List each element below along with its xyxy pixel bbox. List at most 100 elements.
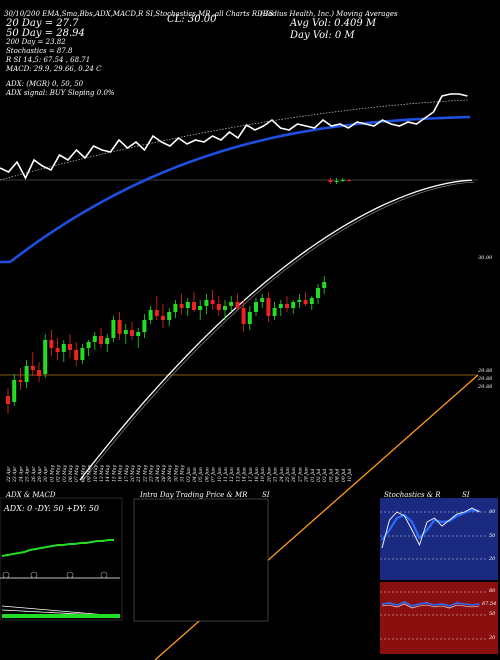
date-label: 26 Jun — [291, 467, 297, 483]
candle-body — [30, 366, 35, 370]
day-vol-label: Day Vol: 0 M — [290, 30, 355, 41]
stoch-tick-50: 50 — [489, 533, 496, 539]
price-label-3: 29.88 — [478, 384, 493, 390]
close-label: CL: 30.00 — [167, 14, 217, 25]
date-label: 13 Jun — [235, 467, 241, 482]
candle-body — [142, 320, 147, 332]
sma200-band — [81, 181, 475, 483]
candle-body — [204, 300, 209, 306]
stoch-d-line — [381, 508, 480, 541]
stoch-k-line — [381, 507, 480, 549]
candle-body — [179, 304, 184, 308]
adx-panel-title: ADX & MACD — [6, 491, 56, 499]
date-label: 14 Jun — [242, 467, 248, 482]
stoch-panel-si: SI — [462, 491, 470, 499]
date-label: 01 Jul — [310, 468, 316, 482]
date-label: 20 Jun — [266, 467, 272, 483]
adx-label: ADX: (MGR) 0, 50, 50 — [6, 80, 84, 88]
date-label: 31 May — [180, 465, 186, 482]
adx-marker — [2, 571, 10, 579]
candle-body — [173, 304, 178, 312]
date-label: 08 May — [80, 465, 86, 482]
date-label: 23 May — [149, 465, 155, 483]
candle-body — [309, 298, 314, 304]
date-label: 10 Jul — [347, 468, 353, 482]
sma200-label: 200 Day = 23.82 — [6, 38, 66, 46]
date-label: 28 Jun — [304, 467, 310, 483]
date-label: 24 Jun — [279, 467, 285, 483]
rsi-tick-current: 67.54 — [482, 601, 497, 607]
candle-body — [285, 304, 289, 308]
candle-body — [136, 332, 141, 336]
date-label: 17 May — [124, 465, 130, 482]
sma20-label: 20 Day = 27.7 — [6, 18, 79, 29]
date-label: 13 May — [99, 465, 105, 482]
candle-body — [37, 370, 41, 376]
date-label: 03 May — [62, 465, 68, 482]
date-label: 06 Jun — [204, 467, 210, 482]
date-label: 05 Jun — [198, 467, 204, 482]
rsi-panel — [380, 582, 498, 654]
date-label: 05 Jul — [328, 468, 334, 482]
date-label: 30 May — [173, 465, 179, 482]
candle-body — [154, 310, 159, 316]
rsi-label: R SI 14,5: 67.54 , 68.71 — [6, 56, 91, 64]
date-label: 22 May — [142, 465, 148, 483]
candle-body — [278, 304, 283, 308]
candle-body — [55, 348, 60, 352]
candle-body — [272, 308, 277, 316]
ema-line — [0, 99, 468, 181]
candle-body — [303, 300, 308, 304]
date-label: 26 Apr — [31, 466, 37, 483]
date-label: 10 May — [93, 465, 99, 482]
date-label: 20 May — [130, 465, 136, 483]
adx-signal-label: ADX signal: BUY Sloping 0.0% — [6, 89, 115, 97]
candle-body — [167, 312, 172, 320]
candle-body — [80, 348, 85, 360]
avg-vol-label: Avg Vol: 0.409 M — [290, 18, 377, 29]
candle-body — [24, 366, 29, 382]
candle-body — [198, 306, 203, 310]
sma50-line — [0, 115, 471, 264]
candle-body — [297, 300, 302, 302]
date-label: 25 Jun — [285, 467, 291, 483]
intraday-panel-si: SI — [262, 491, 270, 499]
date-label: 07 Jun — [211, 467, 217, 482]
date-label: 12 Jun — [229, 467, 235, 482]
candle-body — [99, 336, 103, 344]
candle-body — [266, 298, 271, 316]
date-label: 15 May — [111, 465, 117, 482]
candle-body — [117, 320, 122, 334]
date-label: 19 Jun — [260, 467, 266, 482]
date-label: 08 Jul — [335, 468, 341, 482]
date-label: 11 Jun — [223, 467, 229, 482]
adx-green-line — [1, 539, 114, 557]
price-label-2: 29.88 — [478, 376, 493, 382]
candle-body — [105, 338, 110, 344]
candle-body — [192, 302, 196, 310]
header-top-line: 30/10/200 EMA,Sma,Bbs,ADX,MACD,R SI,Stoc… — [4, 10, 274, 18]
candle-body — [260, 298, 265, 302]
date-label: 01 May — [49, 465, 55, 482]
candle-body — [216, 304, 221, 310]
date-label: 07 May — [74, 465, 80, 482]
intraday-panel-title: Intra Day Trading Price & MR — [140, 491, 248, 499]
date-label: 16 May — [118, 465, 124, 482]
date-label: 03 Jul — [322, 468, 328, 482]
rsi-line — [381, 601, 480, 607]
date-label: 22 Apr — [6, 466, 12, 483]
date-label: 04 Jun — [192, 467, 198, 482]
candle-body — [86, 342, 91, 348]
candle-body — [68, 344, 72, 350]
date-label: 02 Jul — [316, 468, 322, 482]
date-label: 24 May — [155, 465, 161, 483]
macd-label: MACD: 29.9, 29.66, 0.24 C — [6, 65, 102, 73]
adx-marker — [100, 571, 108, 579]
date-label: 23 Apr — [12, 466, 18, 483]
date-label: 30 Apr — [43, 466, 49, 482]
intraday-panel — [133, 498, 269, 622]
candle-body — [12, 380, 17, 402]
candle-body — [322, 282, 327, 288]
date-label: 29 May — [167, 465, 173, 483]
